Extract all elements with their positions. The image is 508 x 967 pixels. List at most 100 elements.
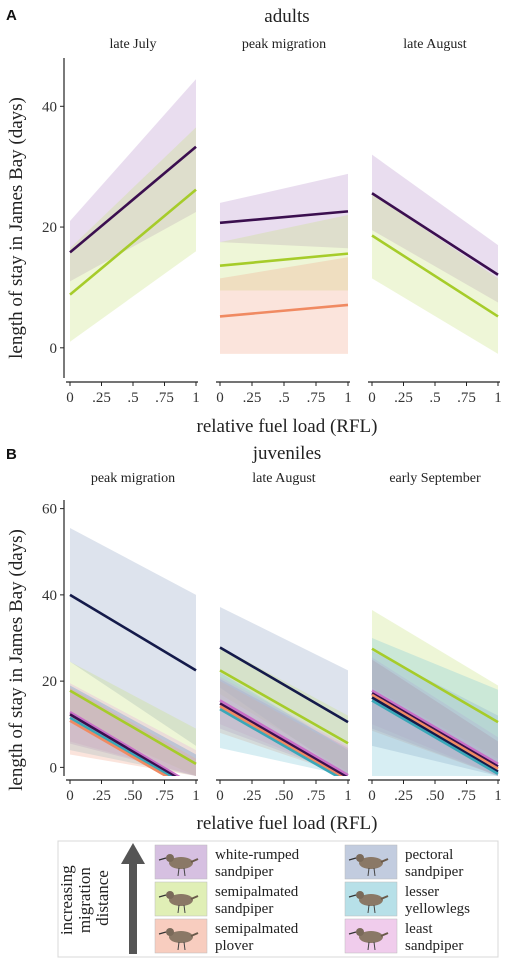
- x-tick-label: 0: [368, 788, 376, 804]
- line-least-sandpiper: [371, 689, 499, 766]
- legend-label-line: plover: [215, 938, 253, 954]
- facet-late-august: late August 0 .25 .5 .75 1: [368, 37, 502, 406]
- white-rumped-sandpiper-icon: [158, 854, 199, 877]
- legend-arrow-label: increasing migration distance: [57, 861, 112, 935]
- legend-item-least-sandpiper: least sandpiper: [344, 918, 463, 954]
- panel-a-y-axis-title: length of stay in James Bay (days): [6, 97, 27, 359]
- x-tick-label: .50: [426, 788, 445, 804]
- x-axis: 0 .25 .50 .75 1: [216, 779, 352, 804]
- x-tick-label: 0: [216, 788, 224, 804]
- x-tick-label: .25: [394, 390, 413, 406]
- x-tick-label: 0: [66, 788, 74, 804]
- line-semipalmated-sandpiper: [371, 234, 499, 318]
- x-axis: 0 .25 .5 .75 1: [66, 381, 200, 406]
- x-axis: 0 .25 .50 .75 1: [66, 779, 200, 804]
- y-tick-label: 20: [42, 220, 57, 236]
- band-semipalmated-sandpiper: [70, 661, 196, 776]
- x-tick-label: .25: [243, 390, 262, 406]
- line-semipalmated-sandpiper: [371, 647, 499, 724]
- line-semipalmated-plover: [371, 693, 499, 770]
- x-tick-label: .75: [155, 390, 174, 406]
- x-tick-label: .25: [92, 390, 111, 406]
- x-axis: 0 .25 .50 .75 1: [368, 779, 502, 804]
- line-lesser-yellowlegs: [371, 699, 499, 775]
- legend-arrow-label-line-1: increasing: [57, 865, 76, 935]
- legend-item-lesser-yellowlegs: lesser yellowlegs: [344, 881, 470, 917]
- band-pectoral-sandpiper: [70, 528, 196, 746]
- semipalmated-sandpiper-icon: [158, 891, 199, 914]
- line-white-rumped-sandpiper: [69, 145, 197, 254]
- panel-b-y-axis-title: length of stay in James Bay (days): [6, 529, 27, 791]
- legend-label-line: least: [405, 921, 433, 937]
- line-white-rumped-sandpiper: [371, 192, 499, 276]
- legend-label-line: semipalmated: [215, 921, 299, 937]
- legend-item-semipalmated-plover: semipalmated plover: [154, 918, 299, 954]
- line-pectoral-sandpiper: [219, 646, 349, 724]
- facet-peak-migration: peak migration 0 .25 .50 .75 1: [66, 471, 200, 804]
- legend-label: semipalmated sandpiper: [215, 884, 299, 917]
- legend-arrow-label-line-3: distance: [93, 870, 112, 926]
- panel-a-group-title: adults: [264, 6, 309, 27]
- facet-title: peak migration: [91, 471, 175, 486]
- panel-b-group-title: juveniles: [252, 443, 322, 464]
- y-axis: 0 20 40 60: [42, 500, 65, 776]
- fit-lines: [69, 593, 197, 776]
- legend-label: semipalmated plover: [215, 921, 299, 954]
- legend-item-white-rumped-sandpiper: white-rumped sandpiper: [154, 844, 300, 880]
- x-tick-label: .75: [307, 390, 326, 406]
- band-pectoral-sandpiper: [220, 606, 348, 776]
- panel-a-letter: A: [6, 7, 17, 24]
- semipalmated-plover-icon: [158, 928, 199, 951]
- facet-title: peak migration: [242, 37, 326, 52]
- fit-lines: [69, 145, 197, 296]
- confidence-bands: [372, 154, 498, 354]
- x-tick-label: .25: [92, 788, 111, 804]
- legend-label-line: sandpiper: [405, 864, 463, 880]
- fit-lines: [219, 646, 349, 776]
- fit-lines: [371, 647, 499, 775]
- fit-lines: [219, 210, 349, 318]
- band-white-rumped-sandpiper: [220, 173, 348, 249]
- x-tick-label: .5: [127, 390, 138, 406]
- x-tick-label: .75: [457, 788, 476, 804]
- line-white-rumped-sandpiper: [371, 692, 499, 768]
- facet-late-august: late August 0 .25 .50 .75 1: [216, 471, 352, 804]
- x-tick-label: .50: [275, 788, 294, 804]
- y-tick-label: 20: [42, 674, 57, 690]
- line-semipalmated-sandpiper: [219, 669, 349, 745]
- legend-label: least sandpiper: [405, 921, 463, 954]
- confidence-bands: [220, 606, 348, 776]
- band-lesser-yellowlegs: [220, 672, 348, 776]
- y-tick-label: 40: [42, 588, 57, 604]
- line-semipalmated-sandpiper: [69, 689, 197, 766]
- panel-a-x-axis-title: relative fuel load (RFL): [197, 416, 378, 437]
- band-white-rumped-sandpiper: [220, 678, 348, 776]
- legend-arrow-label-line-2: migration: [75, 867, 94, 934]
- legend-label-line: sandpiper: [405, 938, 463, 954]
- line-least-sandpiper: [69, 711, 181, 776]
- legend: increasing migration distance white-rump…: [57, 840, 499, 958]
- x-tick-label: 1: [344, 788, 352, 804]
- line-white-rumped-sandpiper: [219, 702, 348, 776]
- x-axis: 0 .25 .5 .75 1: [368, 381, 502, 406]
- facet-title: early September: [389, 471, 481, 486]
- band-least-sandpiper: [70, 683, 196, 776]
- legend-label: pectoral sandpiper: [405, 847, 463, 880]
- x-tick-label: 0: [216, 390, 224, 406]
- pectoral-sandpiper-icon: [348, 854, 389, 877]
- x-axis: 0 .25 .5 .75 1: [216, 381, 352, 406]
- legend-label-line: pectoral: [405, 847, 453, 863]
- band-semipalmated-sandpiper: [220, 214, 348, 291]
- x-tick-label: 0: [66, 390, 74, 406]
- facet-title: late July: [109, 37, 156, 52]
- line-pectoral-sandpiper: [371, 696, 499, 773]
- band-semipalmated-plover: [220, 681, 348, 776]
- x-tick-label: .5: [278, 390, 289, 406]
- line-semipalmated-plover: [219, 303, 349, 318]
- facet-peak-migration: peak migration 0 .25 .5 .75 1: [216, 37, 352, 406]
- y-tick-label: 0: [50, 760, 58, 776]
- line-pectoral-sandpiper: [69, 593, 197, 672]
- facet-late-july: late July 0 .25 .5 .75 1: [66, 37, 200, 406]
